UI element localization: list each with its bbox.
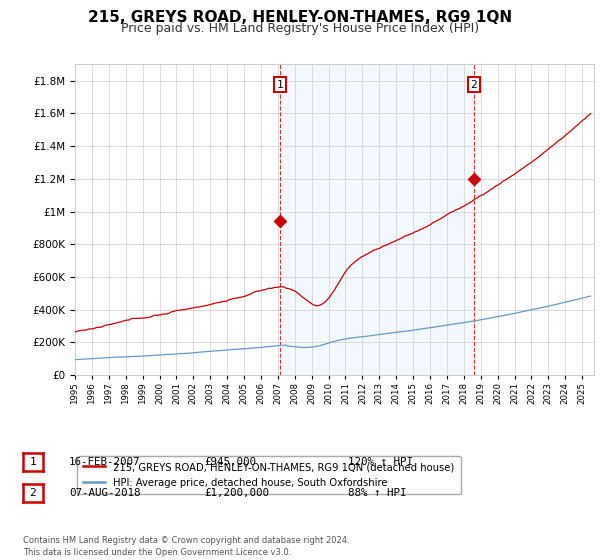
Text: Contains HM Land Registry data © Crown copyright and database right 2024.
This d: Contains HM Land Registry data © Crown c… bbox=[23, 536, 349, 557]
Text: 16-FEB-2007: 16-FEB-2007 bbox=[69, 457, 140, 467]
Text: 215, GREYS ROAD, HENLEY-ON-THAMES, RG9 1QN: 215, GREYS ROAD, HENLEY-ON-THAMES, RG9 1… bbox=[88, 10, 512, 25]
Text: £1,200,000: £1,200,000 bbox=[204, 488, 269, 498]
Text: Price paid vs. HM Land Registry's House Price Index (HPI): Price paid vs. HM Land Registry's House … bbox=[121, 22, 479, 35]
Legend: 215, GREYS ROAD, HENLEY-ON-THAMES, RG9 1QN (detached house), HPI: Average price,: 215, GREYS ROAD, HENLEY-ON-THAMES, RG9 1… bbox=[77, 456, 461, 494]
Text: 2: 2 bbox=[470, 80, 477, 90]
Text: £945,000: £945,000 bbox=[204, 457, 256, 467]
Text: 1: 1 bbox=[277, 80, 283, 90]
Text: 88% ↑ HPI: 88% ↑ HPI bbox=[348, 488, 407, 498]
Text: 2: 2 bbox=[29, 488, 36, 498]
Text: 07-AUG-2018: 07-AUG-2018 bbox=[69, 488, 140, 498]
Text: 120% ↑ HPI: 120% ↑ HPI bbox=[348, 457, 413, 467]
Text: 1: 1 bbox=[29, 457, 36, 467]
Bar bbox=[280, 64, 474, 375]
